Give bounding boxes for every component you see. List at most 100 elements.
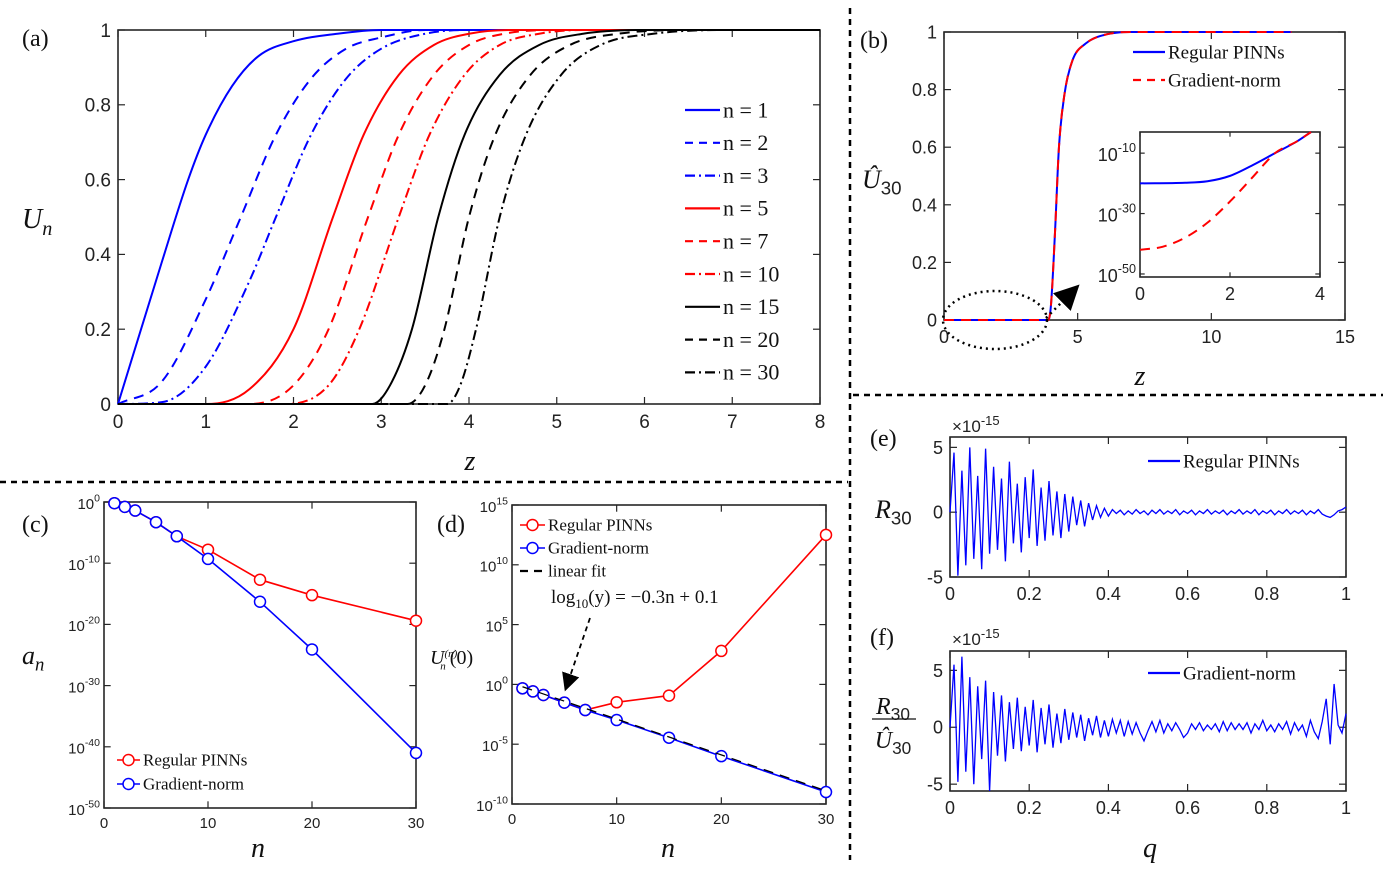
y-tick-label: 0.2 [912, 253, 937, 273]
legend-entry-label: Gradient-norm [548, 539, 649, 558]
x-tick-label: 4 [1315, 284, 1325, 304]
x-tick-label: 7 [727, 412, 738, 433]
y-axis-label-superscript: (n) [444, 648, 457, 660]
panel-a-axes-box [117, 29, 821, 405]
y-tick-label: 105 [485, 615, 508, 636]
exponent-base: ×10 [952, 417, 981, 436]
y-tick-label: 0 [933, 503, 943, 523]
panel-label: (a) [22, 26, 49, 52]
y-tick-label: 1010 [480, 555, 509, 576]
panel-c-data-point [305, 643, 319, 656]
panel-c-axes-box [103, 501, 417, 809]
legend-marker [122, 753, 135, 767]
legend-entry-label: n = 3 [723, 163, 768, 188]
y-tick-label: 1 [100, 21, 111, 42]
x-axis-label: z [1134, 361, 1146, 392]
y-axis-label-symbol: U [22, 204, 44, 235]
x-tick-label: 20 [304, 815, 321, 832]
tick-base: 10 [485, 678, 502, 695]
tick-base: 10 [68, 618, 85, 635]
y-tick-label: 0 [100, 395, 111, 416]
tick-exponent: -5 [499, 734, 508, 746]
y-tick-label: 1015 [480, 495, 509, 516]
y-tick-label: 10-30 [68, 676, 100, 697]
y-tick-label: 100 [77, 492, 100, 513]
panel-a-series-line [117, 28, 820, 406]
x-axis-label: n [661, 833, 675, 864]
x-tick-label: 1 [1341, 584, 1351, 604]
y-tick-label: 10-10 [68, 553, 100, 574]
y-tick-label: 10-5 [482, 734, 508, 755]
y-axis-label-subscript: 30 [891, 508, 912, 529]
panel-c: (c)0 10 20 3010-5010-4010-3010-2010-10100Re… [22, 492, 424, 864]
equation-arrow [562, 617, 591, 692]
legend-entry-label: n = 2 [723, 130, 768, 155]
x-tick-label: 0.4 [1096, 584, 1121, 604]
x-tick-label: 0.6 [1175, 798, 1200, 818]
y-tick-label: 10-40 [68, 737, 100, 758]
panel-c-data-point [170, 530, 184, 543]
panel-a-series-line [117, 28, 820, 405]
tick-exponent: -50 [85, 798, 100, 810]
y-tick-label: 5 [933, 438, 943, 458]
legend-entry-label: n = 20 [723, 327, 779, 352]
zoom-arrow [1045, 284, 1080, 319]
legend-entry-label: Gradient-norm [1168, 70, 1281, 91]
panel-d-series-line [522, 686, 827, 792]
panel-d-data-point [558, 696, 571, 709]
y-axis-label-denominator: Û30 [875, 727, 912, 758]
x-tick-label: 10 [200, 815, 217, 832]
legend-entry-label: Regular PINNs [143, 751, 247, 770]
y-tick-label: -5 [927, 775, 943, 795]
x-tick-label: 15 [1335, 327, 1355, 347]
panel-c-data-point [253, 595, 267, 609]
tick-base: 10 [482, 738, 499, 755]
y-tick-label: 5 [933, 661, 943, 681]
x-tick-label: 0.8 [1254, 584, 1279, 604]
tick-exponent: 10 [496, 555, 508, 567]
tick-base: 10 [68, 802, 85, 819]
y-axis-label: Un [22, 204, 52, 240]
y-axis-label-subscript: 30 [881, 178, 902, 199]
panel-c-series-line [114, 502, 417, 754]
panel-c-data-point [409, 746, 423, 760]
tick-base: 10 [476, 798, 493, 815]
panel-a: (a) 0 1 2 3 4 5 6 7 8 0 0.2 0.4 0.6 0.8 1 n = 1 n = 2 n = … [22, 21, 825, 477]
panel-b-series-line [943, 30, 1292, 322]
y-axis-label-symbol: R [874, 495, 891, 524]
y-tick-label: 10-50 [1098, 262, 1136, 286]
panel-a-series-line [117, 28, 820, 405]
y-tick-label: 10-50 [68, 798, 100, 819]
x-tick-label: 6 [639, 412, 650, 433]
legend-entry-label: n = 1 [723, 97, 768, 122]
inset-background [1140, 132, 1320, 277]
tick-base: 10 [68, 741, 85, 758]
x-tick-label: 1 [1341, 798, 1351, 818]
axis-exponent-label: ×10-15 [952, 626, 1000, 649]
panel-d-axes-box [511, 504, 827, 805]
y-tick-label: 0.4 [85, 245, 112, 266]
legend-entry-label: n = 15 [723, 294, 779, 319]
linear-fit-equation: log10(y) = −0.3n + 0.1 [551, 587, 719, 611]
legend-entry-label: Gradient-norm [143, 775, 244, 794]
y-axis-label: Û30 [862, 165, 902, 199]
equation-log: log [551, 587, 576, 608]
legend-entry-label: Regular PINNs [1168, 42, 1285, 63]
panel-a-series-line [117, 28, 820, 406]
y-axis-label-subscript: n [440, 660, 446, 672]
tick-exponent: 0 [94, 492, 100, 504]
tick-exponent: 5 [502, 615, 508, 627]
panel-c-data-point [409, 614, 423, 627]
x-tick-label: 0 [113, 412, 124, 433]
x-tick-label: 0 [945, 798, 955, 818]
legend-entry-label: n = 5 [723, 196, 768, 221]
x-tick-label: 0.2 [1017, 584, 1042, 604]
tick-exponent: 15 [496, 495, 508, 507]
exponent-power: -15 [981, 413, 1000, 428]
legend-entry-label: n = 30 [723, 360, 779, 385]
tick-exponent: -30 [1118, 202, 1136, 216]
tick-exponent: -30 [85, 676, 100, 688]
panel-a-series-line [117, 29, 820, 406]
x-axis-label: q [1143, 833, 1157, 864]
